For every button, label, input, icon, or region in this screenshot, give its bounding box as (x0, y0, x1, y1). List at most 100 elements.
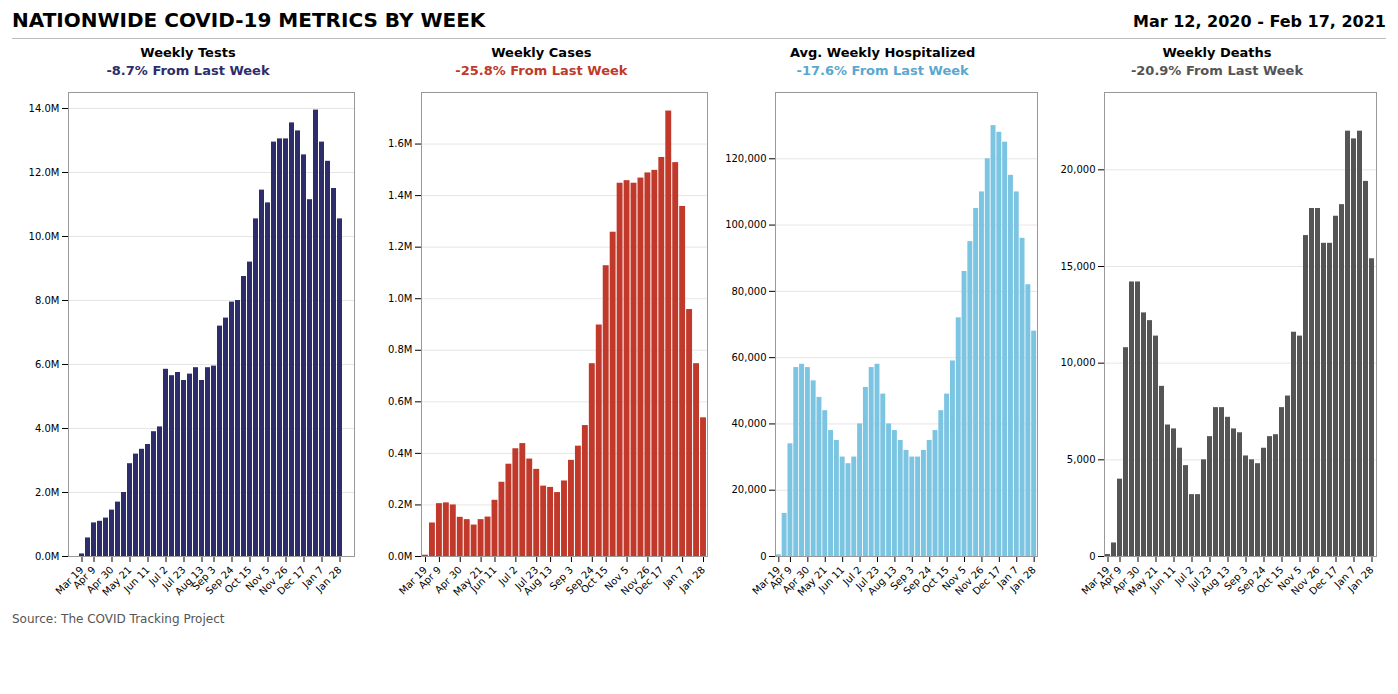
html-text:-25.8% From Last Week: -25.8% From Last Week (455, 63, 628, 78)
svg-text:Dec 17: Dec 17 (1306, 564, 1340, 597)
svg-text:Jan 28: Jan 28 (677, 564, 708, 595)
svg-text:Oct 15: Oct 15 (579, 564, 610, 595)
html-text:NATIONWIDE COVID-19 METRICS BY: NATIONWIDE COVID-19 METRICS BY WEEK (12, 8, 486, 32)
svg-text:40,000: 40,000 (731, 418, 766, 429)
svg-text:Apr 30: Apr 30 (433, 564, 465, 596)
svg-text:Jan 28: Jan 28 (1345, 564, 1376, 595)
html-text:Mar 12, 2020 - Feb 17, 2021: Mar 12, 2020 - Feb 17, 2021 (1133, 12, 1386, 31)
svg-text:0.8M: 0.8M (388, 344, 413, 355)
svg-text:Jan 7: Jan 7 (994, 564, 1021, 590)
svg-text:Nov 5: Nov 5 (1275, 564, 1304, 593)
svg-text:14.0M: 14.0M (29, 103, 60, 114)
svg-text:Apr 9: Apr 9 (1096, 564, 1124, 591)
svg-text:Jan 7: Jan 7 (1332, 564, 1358, 590)
svg-text:Aug 13: Aug 13 (865, 564, 899, 598)
svg-text:1.2M: 1.2M (388, 241, 413, 252)
html-text:Weekly Tests: Weekly Tests (140, 45, 236, 60)
svg-text:Apr 9: Apr 9 (70, 564, 98, 591)
svg-text:1.0M: 1.0M (388, 293, 413, 304)
svg-text:Aug 13: Aug 13 (1198, 564, 1232, 598)
svg-text:Nov 26: Nov 26 (1288, 564, 1322, 598)
svg-text:Nov 26: Nov 26 (256, 564, 290, 598)
svg-text:Jul 2: Jul 2 (146, 564, 170, 588)
svg-text:Nov 26: Nov 26 (952, 564, 986, 598)
svg-text:20,000: 20,000 (731, 484, 766, 495)
svg-text:12.0M: 12.0M (29, 167, 60, 178)
svg-text:10,000: 10,000 (1060, 357, 1095, 368)
svg-text:10.0M: 10.0M (29, 231, 60, 242)
svg-text:Sep 3: Sep 3 (1221, 564, 1250, 593)
svg-text:20,000: 20,000 (1060, 164, 1095, 175)
svg-text:Apr 30: Apr 30 (84, 564, 116, 596)
svg-text:Aug 13: Aug 13 (522, 564, 555, 597)
svg-text:Mar 19: Mar 19 (1079, 564, 1112, 597)
svg-text:Dec 17: Dec 17 (275, 564, 308, 597)
svg-text:100,000: 100,000 (725, 219, 766, 230)
svg-text:Jan 28: Jan 28 (313, 564, 344, 595)
svg-text:Nov 5: Nov 5 (939, 564, 968, 593)
svg-text:80,000: 80,000 (731, 286, 766, 297)
svg-text:Sep 24: Sep 24 (1235, 564, 1268, 597)
svg-text:Jul 23: Jul 23 (513, 564, 541, 592)
svg-text:Jan 7: Jan 7 (300, 564, 326, 590)
svg-text:Apr 9: Apr 9 (416, 564, 444, 591)
svg-text:Aug 13: Aug 13 (172, 564, 206, 598)
svg-text:Mar 19: Mar 19 (749, 564, 783, 597)
svg-text:Jul 2: Jul 2 (1172, 564, 1196, 588)
svg-text:Apr 30: Apr 30 (779, 564, 812, 596)
svg-text:Jul 23: Jul 23 (160, 564, 188, 592)
svg-text:Oct 15: Oct 15 (1254, 564, 1286, 596)
svg-text:Jun 11: Jun 11 (121, 564, 152, 595)
svg-text:Jan 7: Jan 7 (661, 564, 687, 590)
html-text:-8.7% From Last Week: -8.7% From Last Week (106, 63, 270, 78)
svg-text:60,000: 60,000 (731, 352, 766, 363)
svg-text:Nov 26: Nov 26 (619, 564, 652, 598)
svg-text:5,000: 5,000 (1067, 454, 1096, 465)
svg-text:Jul 2: Jul 2 (840, 564, 864, 588)
svg-text:15,000: 15,000 (1060, 261, 1095, 272)
svg-text:Sep 24: Sep 24 (563, 564, 597, 597)
svg-text:Oct 15: Oct 15 (919, 564, 951, 596)
svg-text:2.0M: 2.0M (35, 487, 60, 498)
svg-text:Jun 11: Jun 11 (1147, 564, 1178, 595)
svg-text:Jan 28: Jan 28 (1007, 564, 1038, 595)
svg-text:0: 0 (1089, 551, 1095, 562)
svg-text:0.0M: 0.0M (35, 551, 60, 562)
svg-text:0: 0 (760, 551, 766, 562)
svg-text:Nov 5: Nov 5 (243, 564, 272, 593)
svg-text:May 21: May 21 (795, 564, 829, 598)
svg-text:120,000: 120,000 (725, 153, 766, 164)
svg-text:May 21: May 21 (1126, 564, 1160, 598)
svg-text:Apr 9: Apr 9 (767, 564, 794, 591)
svg-text:Sep 3: Sep 3 (189, 564, 218, 593)
svg-text:Mar 19: Mar 19 (53, 564, 86, 597)
svg-text:Jun 11: Jun 11 (815, 564, 846, 595)
html-text:Weekly Cases: Weekly Cases (491, 45, 592, 60)
svg-text:0.2M: 0.2M (388, 499, 413, 510)
svg-text:May 21: May 21 (100, 564, 134, 598)
svg-text:Jun 11: Jun 11 (468, 564, 499, 595)
svg-text:Dec 17: Dec 17 (633, 564, 666, 597)
svg-text:1.4M: 1.4M (388, 190, 413, 201)
svg-text:0.4M: 0.4M (388, 448, 413, 459)
svg-text:Sep 3: Sep 3 (887, 564, 916, 593)
svg-text:8.0M: 8.0M (35, 295, 60, 306)
svg-text:Apr 30: Apr 30 (1110, 564, 1142, 596)
svg-text:Mar 19: Mar 19 (397, 564, 430, 597)
svg-text:Sep 24: Sep 24 (900, 564, 933, 597)
svg-text:Nov 5: Nov 5 (602, 564, 632, 593)
svg-text:Sep 24: Sep 24 (203, 564, 236, 597)
svg-text:Dec 17: Dec 17 (970, 564, 1003, 597)
svg-text:0.0M: 0.0M (388, 551, 413, 562)
svg-text:6.0M: 6.0M (35, 359, 60, 370)
svg-text:Jul 23: Jul 23 (1186, 564, 1214, 592)
svg-text:4.0M: 4.0M (35, 423, 60, 434)
svg-text:Jul 23: Jul 23 (853, 564, 881, 592)
html-text:Avg. Weekly Hospitalized: Avg. Weekly Hospitalized (790, 45, 976, 60)
svg-text:Oct 15: Oct 15 (222, 564, 254, 596)
svg-text:0.6M: 0.6M (388, 396, 413, 407)
svg-text:1.6M: 1.6M (388, 138, 413, 149)
svg-text:Sep 3: Sep 3 (547, 564, 576, 593)
svg-text:Jul 2: Jul 2 (496, 564, 520, 588)
svg-text:May 21: May 21 (451, 564, 486, 598)
